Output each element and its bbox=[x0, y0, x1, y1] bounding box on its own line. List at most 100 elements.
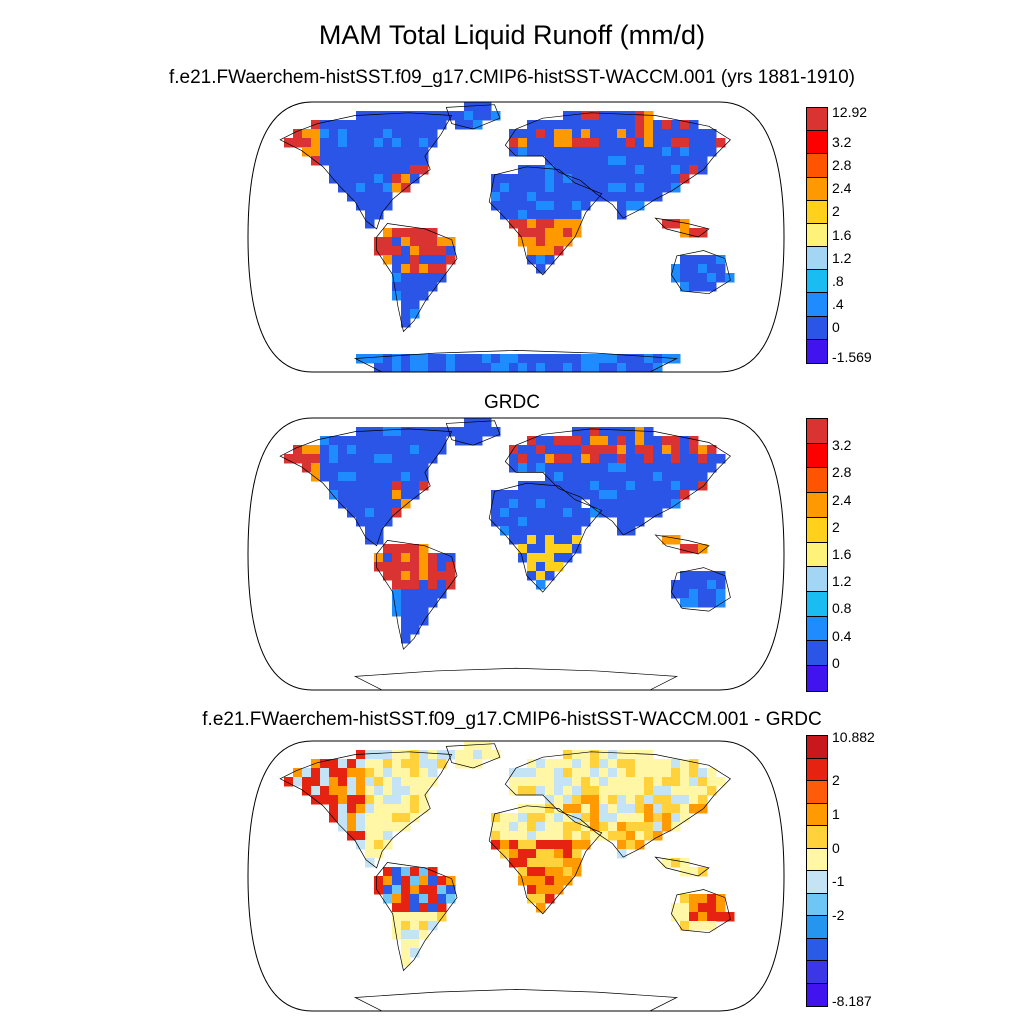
colorbar-2-labels: 3.2 2.8 2.4 2 1.6 1.2 0.8 0.4 0 bbox=[832, 418, 902, 690]
map-cell bbox=[635, 192, 645, 202]
map-cell bbox=[356, 759, 366, 769]
map-cell bbox=[374, 454, 384, 464]
map-cell bbox=[410, 363, 420, 372]
map-cell bbox=[680, 858, 690, 868]
map-cell bbox=[698, 894, 708, 904]
map-cell bbox=[572, 147, 582, 157]
map-cell bbox=[545, 210, 555, 220]
map-cell bbox=[491, 831, 501, 841]
map-cell bbox=[527, 210, 537, 220]
map-cell bbox=[536, 813, 546, 823]
map-cell bbox=[599, 138, 609, 148]
map-cell bbox=[419, 867, 429, 877]
map-cell bbox=[428, 876, 438, 886]
map-cell bbox=[644, 111, 654, 121]
map-cell bbox=[554, 499, 564, 509]
map-cell bbox=[599, 822, 609, 832]
map-cell bbox=[554, 183, 564, 193]
map-cell bbox=[716, 903, 726, 913]
map-cell bbox=[392, 156, 402, 166]
map-cell bbox=[671, 490, 681, 500]
map-cell bbox=[365, 463, 375, 473]
map-cell bbox=[347, 490, 357, 500]
map-cell bbox=[536, 174, 546, 184]
map-cell bbox=[662, 138, 672, 148]
map-cell bbox=[626, 750, 636, 760]
map-cell bbox=[437, 750, 447, 760]
map-cell bbox=[374, 750, 384, 760]
map-cell bbox=[536, 165, 546, 175]
map-cell bbox=[437, 436, 447, 446]
coastline-northAmerica bbox=[279, 751, 453, 869]
map-cell bbox=[446, 246, 456, 256]
map-cell bbox=[383, 463, 393, 473]
map-cell bbox=[653, 795, 663, 805]
map-cell bbox=[509, 183, 519, 193]
map-panel-3 bbox=[247, 740, 785, 1012]
map-cell bbox=[338, 795, 348, 805]
map-cell bbox=[527, 768, 537, 778]
map-cell bbox=[644, 490, 654, 500]
map-cell bbox=[617, 795, 627, 805]
map-cell bbox=[527, 129, 537, 139]
map-cell bbox=[365, 768, 375, 778]
map-cell bbox=[410, 786, 420, 796]
colorbar-2-label: 3.2 bbox=[832, 437, 852, 454]
map-cell bbox=[671, 445, 681, 455]
colorbar-2-label: 0.4 bbox=[832, 627, 852, 644]
map-cell bbox=[707, 129, 717, 139]
map-cell bbox=[329, 481, 339, 491]
map-cell bbox=[419, 903, 429, 913]
map-cell bbox=[311, 786, 321, 796]
map-cell bbox=[419, 354, 429, 364]
map-cell bbox=[374, 777, 384, 787]
map-cell bbox=[365, 840, 375, 850]
map-cell bbox=[365, 759, 375, 769]
map-cell bbox=[662, 183, 672, 193]
map-cell bbox=[716, 777, 726, 787]
map-cell bbox=[383, 165, 393, 175]
map-cell bbox=[590, 472, 600, 482]
map-cell bbox=[311, 445, 321, 455]
map-cell bbox=[572, 858, 582, 868]
map-cell bbox=[689, 165, 699, 175]
map-cell bbox=[446, 876, 456, 886]
map-cell bbox=[572, 120, 582, 130]
map-cell bbox=[392, 129, 402, 139]
map-cell bbox=[563, 499, 573, 509]
map-cell bbox=[590, 363, 600, 372]
map-cell bbox=[716, 454, 726, 464]
map-cell bbox=[383, 454, 393, 464]
map-cell bbox=[518, 786, 528, 796]
map-cell bbox=[374, 885, 384, 895]
map-cell bbox=[581, 120, 591, 130]
map-cell bbox=[590, 454, 600, 464]
map-cell bbox=[554, 759, 564, 769]
map-cell bbox=[527, 481, 537, 491]
map-cell bbox=[311, 147, 321, 157]
map-cell bbox=[662, 490, 672, 500]
map-cell bbox=[410, 246, 420, 256]
map-cell bbox=[509, 454, 519, 464]
map-cell bbox=[644, 363, 654, 372]
colorbar-1-box bbox=[807, 131, 827, 155]
map-cell bbox=[320, 436, 330, 446]
map-cell bbox=[662, 454, 672, 464]
map-cell bbox=[617, 499, 627, 509]
map-cell bbox=[410, 427, 420, 437]
map-cell bbox=[545, 508, 555, 518]
map-cell bbox=[563, 759, 573, 769]
map-cell bbox=[536, 255, 546, 265]
map-cell bbox=[635, 427, 645, 437]
map-cell bbox=[671, 903, 681, 913]
map-cell bbox=[545, 246, 555, 256]
map-cell bbox=[338, 183, 348, 193]
map-cell bbox=[356, 427, 366, 437]
map-cell bbox=[347, 795, 357, 805]
map-cell bbox=[347, 508, 357, 518]
map-cell bbox=[617, 445, 627, 455]
map-cell bbox=[428, 589, 438, 599]
map-cell bbox=[653, 813, 663, 823]
map-cell bbox=[374, 508, 384, 518]
map-cell bbox=[410, 562, 420, 572]
